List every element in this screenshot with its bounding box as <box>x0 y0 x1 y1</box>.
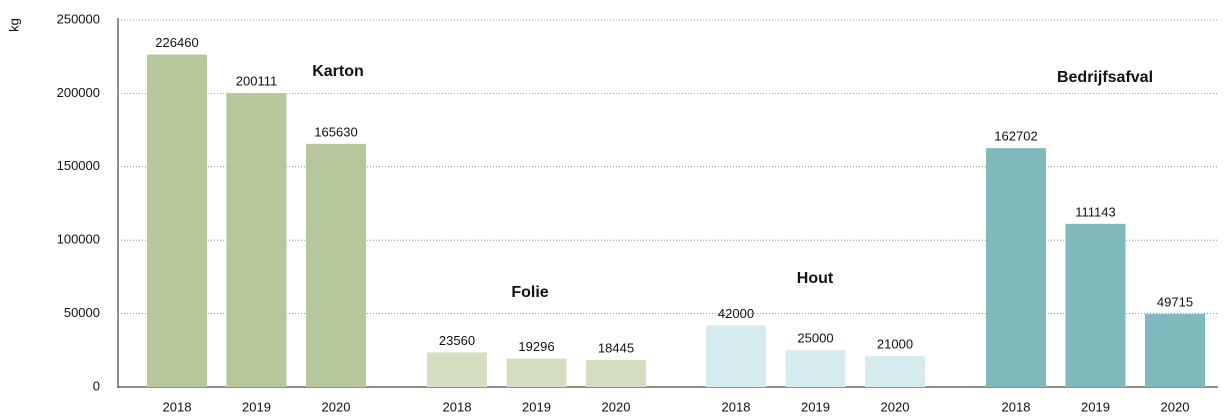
x-tick-label: 2018 <box>163 399 192 414</box>
value-label: 42000 <box>718 306 754 321</box>
x-tick-label: 2018 <box>722 399 751 414</box>
value-label: 226460 <box>155 35 198 50</box>
y-tick-label: 200000 <box>57 85 100 100</box>
value-label: 19296 <box>518 339 554 354</box>
value-label: 162702 <box>994 129 1037 144</box>
bar <box>1145 314 1205 387</box>
x-tick-label: 2019 <box>801 399 830 414</box>
y-axis-label: kg <box>6 18 21 32</box>
group-label: Bedrijfsafval <box>1057 69 1153 86</box>
bar <box>226 93 287 387</box>
value-label: 25000 <box>797 331 833 346</box>
bar <box>586 359 646 387</box>
value-label: 23560 <box>439 333 475 348</box>
y-tick-label: 100000 <box>57 232 100 247</box>
x-tick-label: 2019 <box>242 399 271 414</box>
bar <box>785 350 846 387</box>
value-label: 18445 <box>598 340 634 355</box>
y-tick-label: 50000 <box>64 305 100 320</box>
x-tick-label: 2018 <box>1002 399 1031 414</box>
group-label: Hout <box>797 270 834 287</box>
bar <box>706 325 766 387</box>
bar <box>427 352 487 387</box>
x-tick-label: 2020 <box>1161 399 1190 414</box>
group-label: Folie <box>511 284 548 301</box>
x-tick-label: 2018 <box>443 399 472 414</box>
y-tick-label: 250000 <box>57 11 100 26</box>
bar <box>506 358 567 387</box>
bar <box>147 54 207 387</box>
value-label: 200111 <box>236 74 277 89</box>
y-tick-label: 150000 <box>57 158 100 173</box>
x-tick-label: 2019 <box>522 399 551 414</box>
group-label: Karton <box>312 63 364 80</box>
value-label: 165630 <box>314 124 357 139</box>
x-tick-label: 2019 <box>1081 399 1110 414</box>
x-tick-label: 2020 <box>322 399 351 414</box>
x-tick-label: 2020 <box>602 399 631 414</box>
y-tick-label: 0 <box>93 378 100 393</box>
bar <box>1065 223 1126 387</box>
value-label: 49715 <box>1157 294 1193 309</box>
value-label: 111143 <box>1075 204 1116 219</box>
bar <box>865 356 925 387</box>
bar <box>306 143 366 387</box>
value-label: 21000 <box>877 337 913 352</box>
bar <box>986 148 1046 387</box>
x-tick-label: 2020 <box>881 399 910 414</box>
